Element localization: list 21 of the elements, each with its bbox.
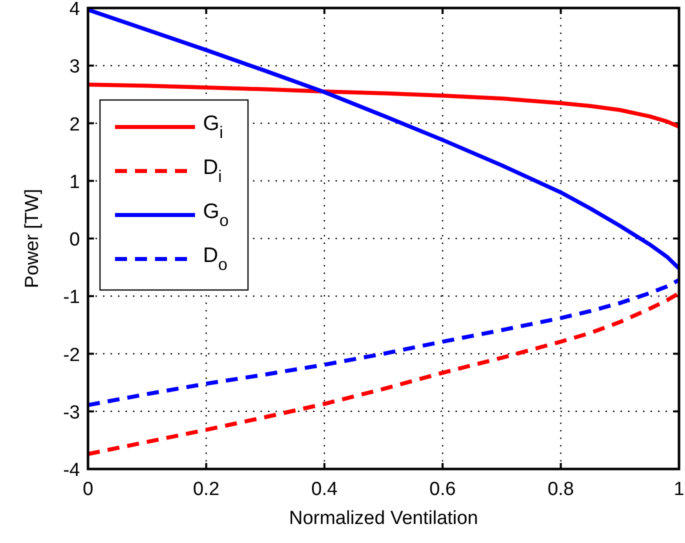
x-tick-label: 1 [674,479,684,500]
x-tick-label: 0 [82,479,94,500]
y-tick-label: 0 [69,230,80,250]
y-tick-label: 4 [69,0,80,20]
y-tick-label: 3 [69,56,80,78]
x-tick-label: 0.4 [311,479,338,500]
y-tick-label: 1 [69,172,80,193]
legend-label: D$_{i}$ [203,156,222,186]
x-tick-label: 0.8 [548,479,574,500]
x-tick-label: 0.6 [429,479,456,500]
legend-label: G$_{o}$ [203,200,229,230]
y-tick-label: -3 [63,402,80,424]
y-axis-title: Power [TW] [22,188,43,288]
x-axis-title: Normalized Ventilation [288,508,478,529]
legend-label: G$_{i}$ [203,112,224,142]
y-tick-label: 2 [69,114,80,136]
x-tick-label: 0.2 [192,479,220,500]
y-tick-label: -4 [63,460,80,481]
y-tick-label: -2 [63,344,80,366]
legend-label: D$_{o}$ [203,244,228,274]
y-tick-label: -1 [63,287,80,308]
